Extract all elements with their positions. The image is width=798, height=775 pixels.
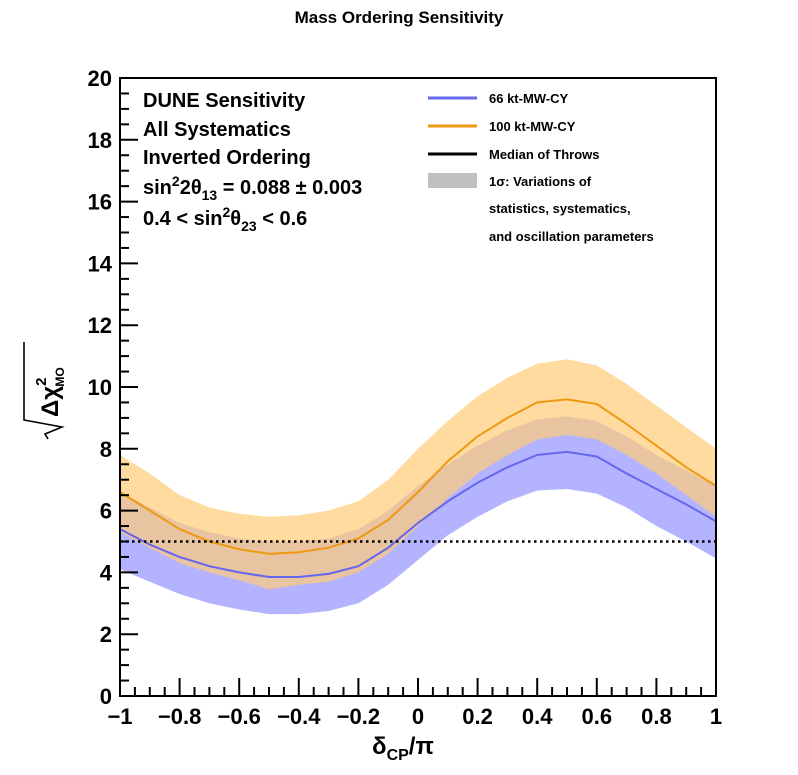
x-tick-label: −0.4: [277, 704, 321, 729]
sin23-sub: 23: [241, 218, 257, 234]
y-tick-label: 16: [88, 190, 112, 215]
sin23-sup: 2: [223, 204, 231, 220]
band-100kt: [120, 359, 716, 590]
legend-label-median: Median of Throws: [489, 147, 600, 162]
annotation-line-1: DUNE Sensitivity: [143, 90, 306, 112]
y-axis-title: Δχ2 MO: [23, 342, 67, 440]
annotation-sin13: sin22θ13 = 0.088 ± 0.003: [143, 173, 362, 203]
x-title-sub: CP: [387, 747, 410, 764]
sin23-tail: < 0.6: [257, 208, 308, 230]
x-tick-label: 0.2: [462, 704, 493, 729]
x-tick-label: −0.8: [158, 704, 201, 729]
annotation-sin23: 0.4 < sin2θ23 < 0.6: [143, 204, 307, 234]
y-tick-label: 2: [100, 622, 112, 647]
sin13-mid: 2θ: [180, 177, 202, 199]
x-tick-label: −0.2: [337, 704, 380, 729]
y-title-main: Δχ: [37, 386, 64, 417]
y-tick-label: 8: [100, 437, 112, 462]
legend-label-band-1: 1σ: Variations of: [489, 174, 592, 189]
sin23-mid: θ: [230, 208, 241, 230]
y-title-sub: MO: [53, 367, 67, 386]
x-axis-title: δCP/π: [372, 733, 434, 764]
x-tick-label: 1: [710, 704, 722, 729]
legend: 66 kt-MW-CY 100 kt-MW-CY Median of Throw…: [428, 91, 654, 244]
y-title-sqrt-sign: [23, 342, 65, 440]
x-tick-label: 0.8: [641, 704, 672, 729]
x-axis: −1 −0.8 −0.6 −0.4 −0.2 0 0.2 0.4 0.6 0.8 1: [107, 678, 722, 729]
y-tick-label: 0: [100, 684, 112, 709]
y-tick-label: 14: [88, 251, 113, 276]
y-tick-label: 12: [88, 313, 112, 338]
sin13-main: sin: [143, 177, 172, 199]
legend-label-band-3: and oscillation parameters: [489, 229, 654, 244]
sin13-tail: = 0.088 ± 0.003: [217, 177, 362, 199]
annotation-line-3: Inverted Ordering: [143, 147, 311, 169]
x-title-tail: /π: [409, 733, 434, 760]
legend-label-66kt: 66 kt-MW-CY: [489, 91, 569, 106]
sin23-lead: 0.4 < sin: [143, 208, 223, 230]
lines-layer: [119, 398, 717, 578]
y-tick-label: 6: [100, 499, 112, 524]
legend-label-100kt: 100 kt-MW-CY: [489, 119, 576, 134]
y-tick-label: 18: [88, 128, 112, 153]
chart-title: Mass Ordering Sensitivity: [295, 8, 504, 27]
x-tick-label: −1: [107, 704, 132, 729]
y-tick-label: 20: [88, 66, 112, 91]
y-tick-label: 10: [88, 375, 112, 400]
x-tick-label: 0.6: [582, 704, 613, 729]
median-line-66kt: [119, 450, 717, 578]
x-tick-label: 0.4: [522, 704, 553, 729]
legend-label-band-2: statistics, systematics,: [489, 201, 631, 216]
sin13-sub: 13: [202, 187, 218, 203]
y-title-sup: 2: [33, 378, 50, 386]
bands-layer: [120, 359, 716, 615]
x-title-delta: δ: [372, 733, 387, 760]
legend-swatch-band: [428, 173, 477, 188]
annotation-line-2: All Systematics: [143, 119, 291, 141]
sin13-sup: 2: [172, 173, 180, 189]
y-tick-label: 4: [100, 560, 113, 585]
x-tick-label: 0: [412, 704, 424, 729]
y-axis: 0 2 4 6 8 10 12 14 16 18 20: [88, 66, 138, 709]
median-line-100kt: [119, 398, 717, 555]
x-tick-label: −0.6: [217, 704, 260, 729]
y-title-text: Δχ2 MO: [33, 367, 67, 417]
